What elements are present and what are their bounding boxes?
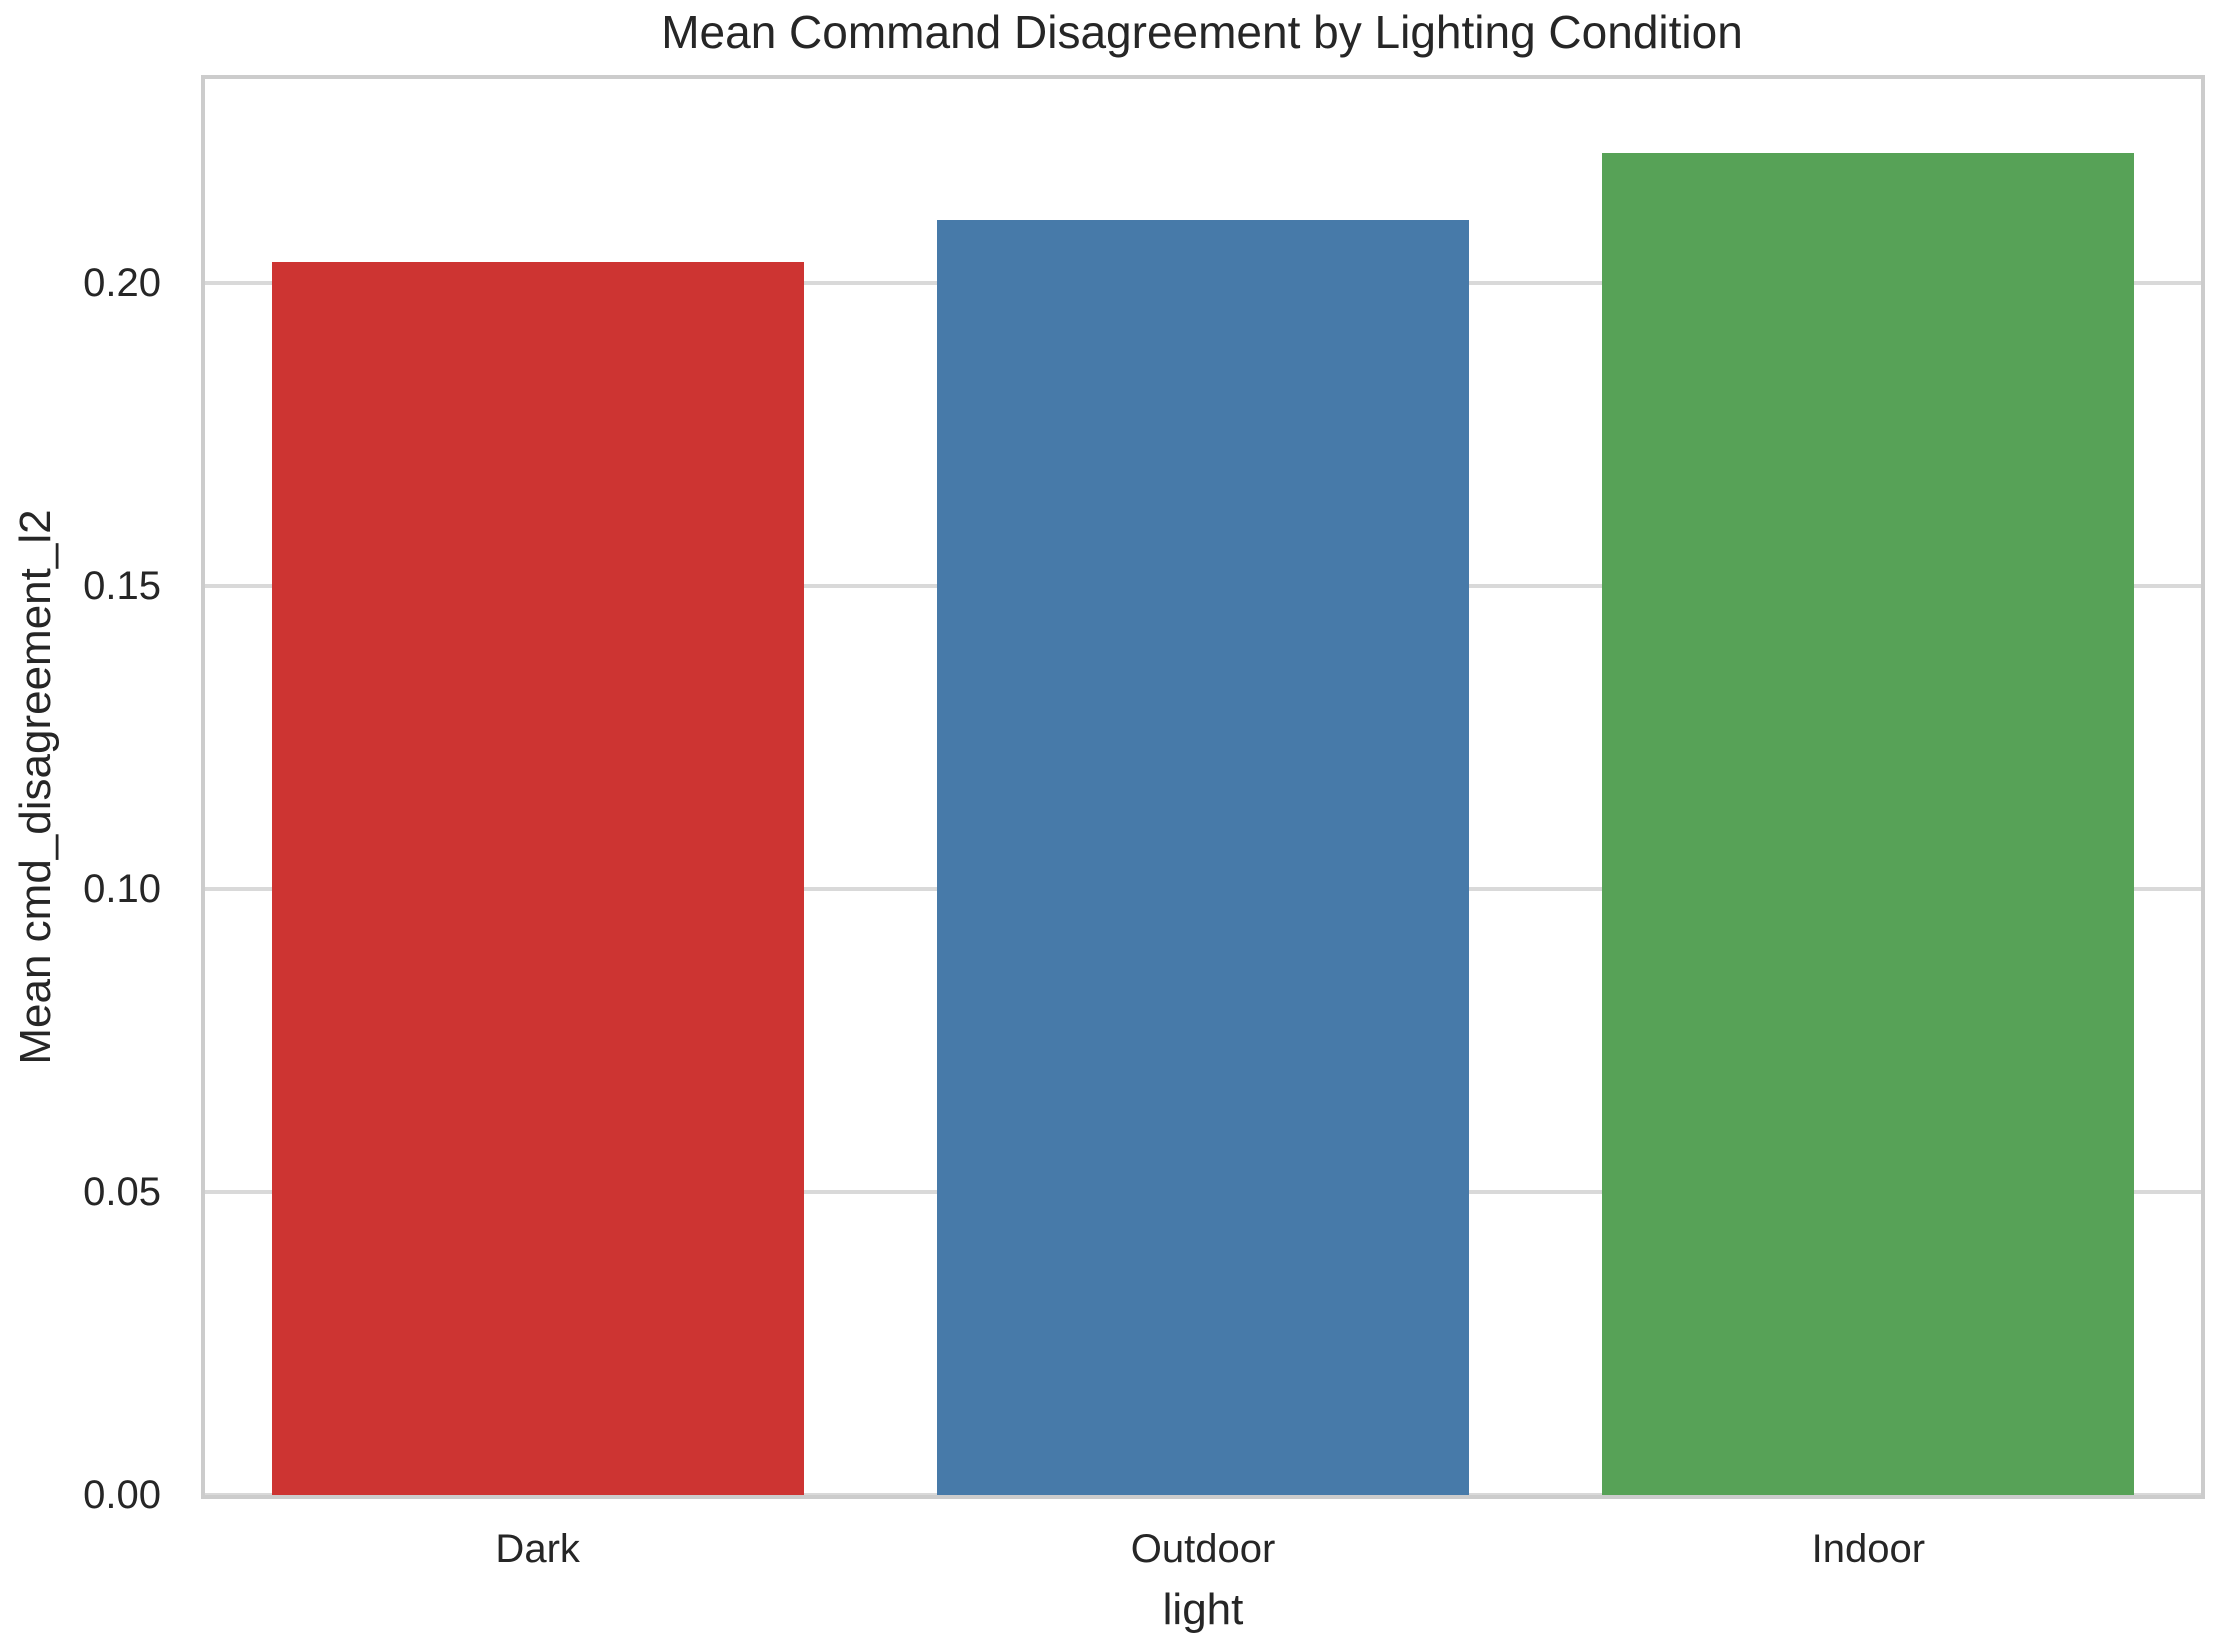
xtick-label-indoor: Indoor [1811, 1527, 1926, 1571]
ytick-label-4: 0.20 [83, 261, 161, 306]
chart-title: Mean Command Disagreement by Lighting Co… [661, 6, 1743, 58]
ytick-label-2: 0.10 [83, 867, 161, 912]
bar-indoor [1602, 152, 2135, 1495]
x-axis-label: light [1162, 1585, 1244, 1634]
ytick-label-1: 0.05 [83, 1170, 161, 1215]
bar-dark [271, 261, 804, 1495]
xtick-label-dark: Dark [495, 1527, 580, 1571]
plot-area [201, 75, 2205, 1499]
ytick-label-3: 0.15 [83, 564, 161, 609]
bar-outdoor [936, 219, 1470, 1495]
xtick-label-outdoor: Outdoor [1130, 1527, 1276, 1571]
ytick-label-0: 0.00 [83, 1473, 161, 1517]
